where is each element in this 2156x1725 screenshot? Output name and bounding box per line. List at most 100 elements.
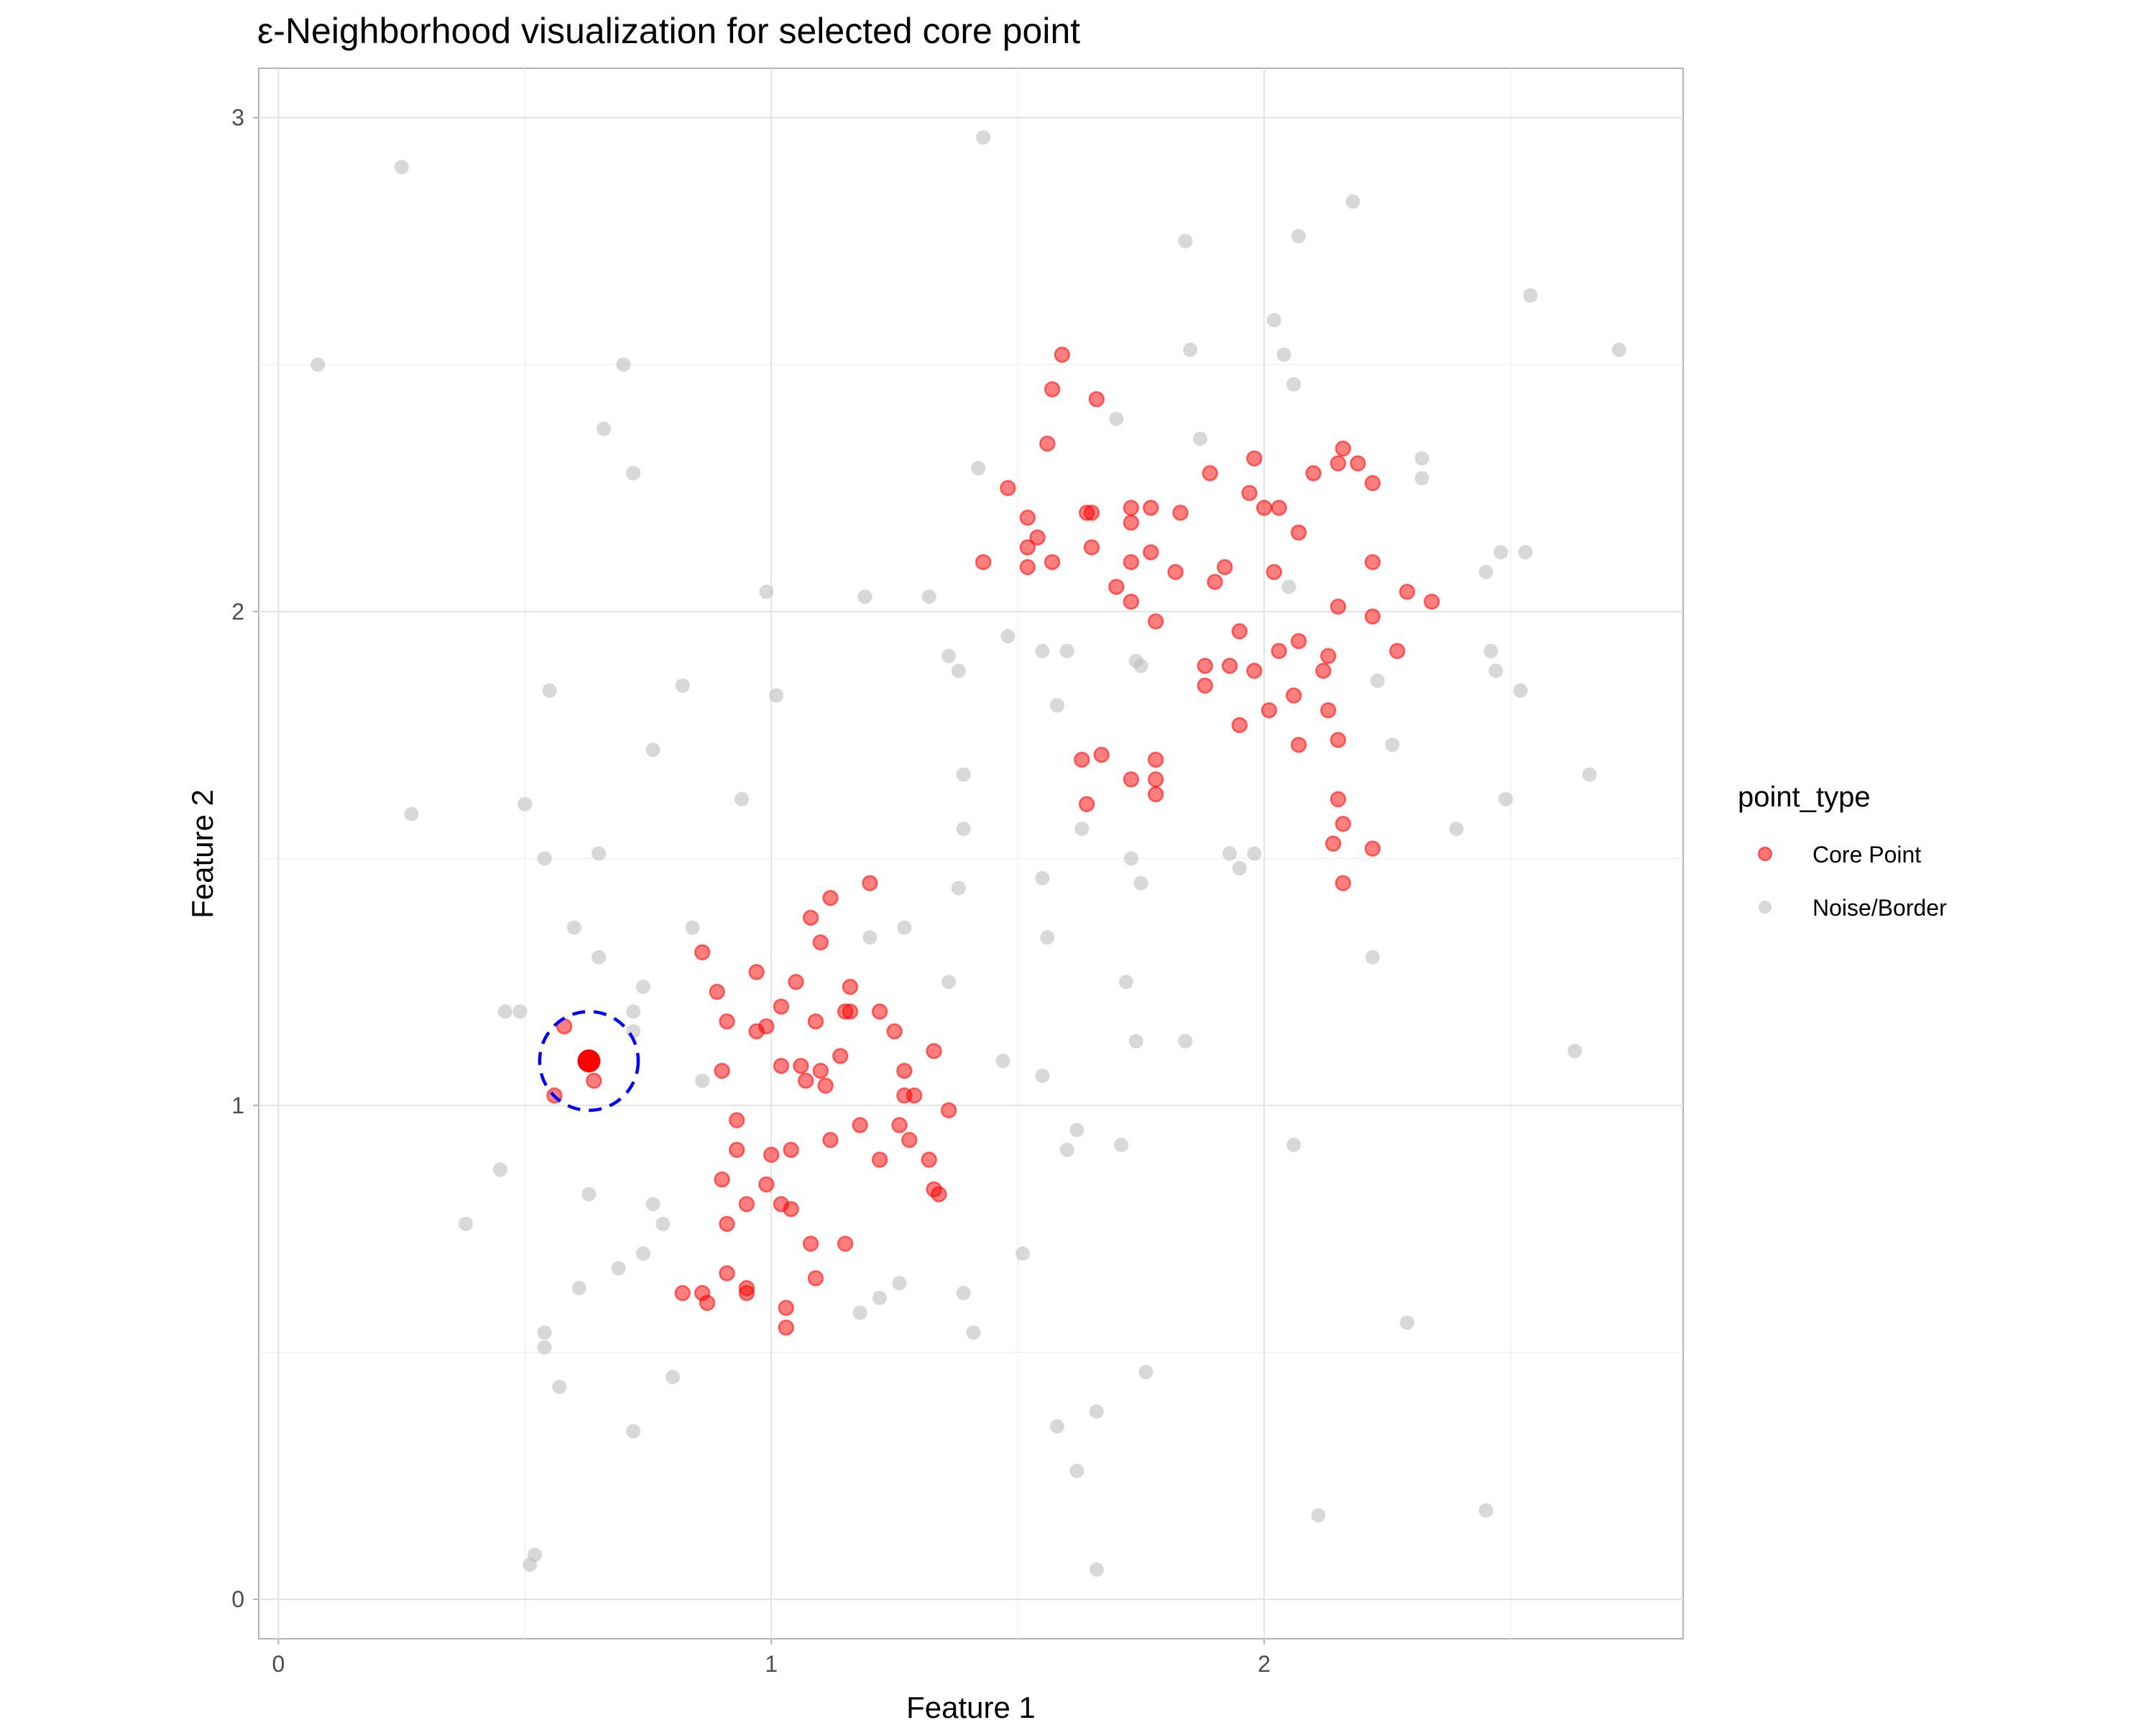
noise-border-point — [394, 160, 409, 175]
noise-border-point — [645, 742, 660, 758]
core-point — [1246, 663, 1263, 679]
noise-border-point — [1286, 377, 1302, 392]
core-point — [783, 1141, 799, 1159]
y-tick-label: 1 — [231, 1092, 244, 1118]
noise-border-point — [1035, 870, 1050, 886]
core-point — [1330, 455, 1347, 472]
noise-border-point — [626, 1004, 641, 1019]
noise-border-point — [951, 663, 966, 678]
noise-border-point — [862, 930, 877, 945]
noise-border-point — [1478, 564, 1493, 579]
noise-border-point — [675, 678, 690, 693]
legend: point_type Core Point Noise/Border — [1738, 781, 1947, 921]
epsilon-highlight — [538, 1010, 640, 1113]
noise-border-point — [1276, 347, 1291, 362]
core-point — [1123, 500, 1140, 516]
core-point — [891, 1117, 908, 1133]
legend-title: point_type — [1738, 781, 1871, 813]
core-point — [842, 978, 859, 995]
core-point — [1078, 796, 1095, 813]
noise-border-point — [956, 822, 971, 837]
noise-border-point — [956, 1286, 971, 1301]
core-point — [748, 964, 765, 980]
core-point — [1039, 435, 1056, 452]
noise-border-point — [635, 1246, 650, 1261]
legend-noise-border-marker — [1759, 901, 1772, 914]
noise-border-point — [685, 920, 700, 935]
core-point — [1019, 558, 1036, 576]
noise-border-point — [1523, 288, 1538, 303]
noise-border-point — [1483, 643, 1498, 658]
noise-border-point — [1192, 431, 1207, 446]
core-point — [1335, 875, 1352, 891]
core-point — [1216, 558, 1233, 576]
noise-border-point — [1365, 949, 1380, 965]
core-point — [1044, 553, 1061, 571]
core-point — [975, 553, 992, 571]
noise-border-point — [537, 1340, 552, 1355]
core-point — [1044, 381, 1061, 397]
core-point — [1172, 505, 1189, 521]
core-point — [699, 1294, 716, 1312]
y-tick-label: 3 — [231, 105, 244, 131]
core-point — [807, 1270, 824, 1287]
core-point — [773, 998, 790, 1015]
noise-border-point — [645, 1197, 660, 1212]
noise-border-point — [1311, 1508, 1326, 1523]
core-point — [694, 944, 711, 961]
core-point — [1364, 553, 1381, 571]
core-point — [1423, 593, 1440, 610]
core-point — [1364, 608, 1381, 625]
core-point — [788, 973, 804, 990]
noise-border-point — [635, 980, 650, 995]
noise-border-point — [857, 589, 872, 604]
chart-title: ε-Neighborhood visualization for selecte… — [257, 11, 1080, 51]
core-point — [1143, 500, 1159, 516]
epsilon-circle — [538, 1010, 640, 1113]
noise-border-point — [1040, 930, 1055, 945]
core-point — [1029, 529, 1046, 546]
core-point — [1241, 484, 1258, 502]
core-point — [940, 1102, 957, 1119]
core-point — [1123, 593, 1140, 610]
core-point — [926, 1043, 942, 1059]
noise-border-point — [892, 1276, 907, 1291]
noise-border-point — [1089, 1404, 1104, 1419]
core-point — [1054, 346, 1071, 363]
core-point — [1330, 598, 1347, 615]
core-point — [1108, 579, 1125, 595]
core-point — [1285, 687, 1302, 704]
core-point — [1364, 840, 1381, 857]
noise-border-point — [1478, 1503, 1493, 1518]
core-point — [1083, 539, 1100, 556]
core-point — [1197, 677, 1214, 694]
core-point — [709, 983, 726, 1000]
noise-border-point — [1370, 673, 1385, 689]
noise-border-point — [1247, 846, 1262, 861]
core-point — [714, 1171, 730, 1188]
noise-border-point — [1414, 471, 1429, 486]
core-point — [1123, 771, 1140, 788]
core-point — [1147, 786, 1164, 803]
noise-border-point — [459, 1216, 474, 1231]
core-point — [807, 1013, 824, 1030]
noise-border-point — [1518, 545, 1533, 560]
noise-border-point — [1385, 737, 1400, 753]
core-point — [921, 1151, 937, 1168]
noise-border-point — [1611, 342, 1626, 357]
core-point — [1246, 450, 1263, 467]
core-point — [793, 1057, 809, 1075]
core-point — [798, 1072, 814, 1089]
core-point — [773, 1057, 790, 1075]
core-point — [1335, 816, 1352, 832]
core-point — [1330, 791, 1347, 808]
core-point — [758, 1176, 775, 1193]
legend-core-point-label: Core Point — [1812, 842, 1921, 868]
core-point — [1305, 465, 1322, 482]
noise-border-point — [1493, 545, 1508, 560]
core-point — [738, 1284, 755, 1302]
core-point — [822, 890, 839, 906]
noise-border-point — [596, 421, 612, 436]
noise-border-point — [769, 688, 784, 703]
